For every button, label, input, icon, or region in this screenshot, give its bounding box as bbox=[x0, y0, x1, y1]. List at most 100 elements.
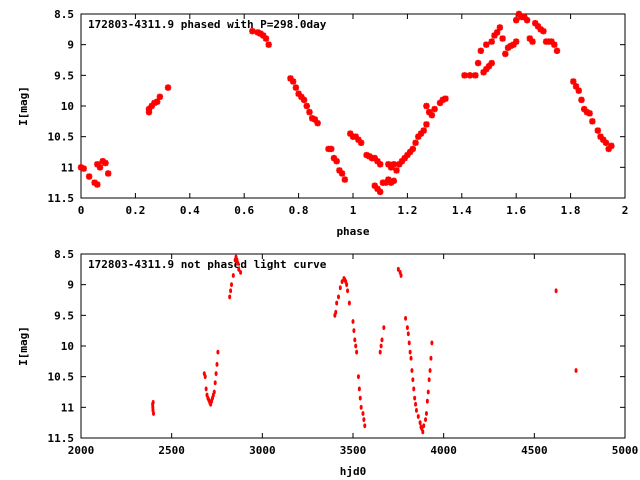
data-point bbox=[338, 170, 346, 177]
data-point bbox=[581, 105, 588, 113]
data-point bbox=[424, 417, 428, 422]
data-point bbox=[499, 35, 506, 42]
data-point bbox=[148, 102, 155, 110]
x-tick-label: 0.2 bbox=[125, 204, 145, 217]
data-point bbox=[502, 50, 509, 58]
y-tick-label: 10.5 bbox=[48, 371, 75, 384]
data-point bbox=[421, 429, 425, 435]
data-point bbox=[390, 161, 397, 168]
phased-light-curve-panel: 0 0.2 0.4 0.6 0.8 1 1.2 1.4 1.6 1.8 2 8.5 9 9.5 10 10.5… bbox=[17, 8, 628, 238]
data-point bbox=[399, 273, 403, 278]
data-point bbox=[354, 343, 358, 349]
x-tick-label: 0.4 bbox=[180, 204, 200, 217]
data-point bbox=[425, 398, 429, 404]
data-point bbox=[510, 41, 517, 48]
data-point bbox=[461, 72, 468, 79]
y-tick-label: 9.5 bbox=[54, 69, 74, 82]
data-point bbox=[361, 411, 365, 416]
data-point bbox=[608, 142, 615, 150]
data-point bbox=[347, 130, 354, 137]
data-point bbox=[382, 325, 386, 330]
data-point bbox=[551, 41, 558, 48]
data-point bbox=[96, 164, 104, 171]
data-point bbox=[249, 27, 256, 35]
x-tick-label: 1.4 bbox=[452, 204, 472, 217]
data-point bbox=[605, 145, 612, 153]
y-tick-label: 10 bbox=[61, 340, 74, 353]
data-point bbox=[213, 380, 217, 386]
data-point bbox=[485, 62, 493, 70]
data-point bbox=[298, 93, 305, 100]
data-point bbox=[229, 288, 233, 294]
data-point bbox=[303, 102, 310, 110]
y-tick-label: 9.5 bbox=[54, 309, 74, 322]
y-tick-label: 9 bbox=[67, 279, 74, 292]
data-point bbox=[345, 282, 349, 288]
x-tick-label: 2000 bbox=[68, 444, 95, 457]
data-point bbox=[513, 38, 520, 45]
data-point bbox=[230, 282, 234, 288]
x-tick-label: 1 bbox=[350, 204, 357, 217]
data-point bbox=[529, 38, 536, 45]
data-point bbox=[341, 176, 349, 183]
data-point bbox=[289, 78, 297, 85]
data-point bbox=[526, 35, 533, 42]
data-point bbox=[477, 47, 485, 54]
x-tick-label: 0.6 bbox=[234, 204, 254, 217]
data-point bbox=[428, 112, 436, 119]
data-point bbox=[351, 319, 355, 324]
data-point bbox=[488, 59, 495, 67]
plot-title: 172803-4311.9 not phased light curve bbox=[88, 258, 327, 271]
data-point bbox=[415, 133, 422, 140]
data-point bbox=[405, 325, 409, 330]
data-point bbox=[507, 42, 514, 50]
data-point bbox=[513, 16, 520, 24]
data-point bbox=[262, 35, 270, 42]
x-tick-label: 4000 bbox=[430, 444, 457, 457]
data-point bbox=[429, 355, 433, 361]
y-axis-title: I[mag] bbox=[17, 86, 30, 126]
data-point bbox=[311, 116, 319, 123]
x-tick-label: 3500 bbox=[340, 444, 367, 457]
data-point bbox=[102, 159, 109, 167]
data-point bbox=[265, 41, 272, 48]
data-point bbox=[574, 368, 578, 373]
data-point bbox=[420, 127, 427, 134]
data-point bbox=[423, 121, 430, 128]
data-point bbox=[340, 279, 344, 284]
data-point bbox=[355, 136, 362, 143]
data-point bbox=[409, 145, 417, 153]
data-point bbox=[532, 20, 539, 27]
data-point bbox=[554, 288, 558, 294]
data-point bbox=[416, 414, 420, 419]
data-point bbox=[328, 145, 335, 153]
x-tick-label: 4500 bbox=[521, 444, 548, 457]
data-point bbox=[295, 90, 302, 97]
data-point bbox=[396, 266, 400, 272]
x-tick-label: 2 bbox=[622, 204, 629, 217]
data-point bbox=[426, 389, 430, 395]
data-point bbox=[404, 151, 411, 159]
data-point bbox=[358, 395, 362, 401]
data-point bbox=[439, 96, 446, 104]
data-point bbox=[153, 98, 161, 105]
data-point bbox=[466, 72, 474, 79]
data-point bbox=[357, 386, 361, 392]
data-point bbox=[417, 130, 425, 137]
data-point bbox=[346, 288, 350, 294]
data-point bbox=[164, 84, 172, 91]
data-point bbox=[85, 173, 93, 180]
data-point bbox=[600, 136, 607, 143]
data-series bbox=[151, 254, 578, 435]
data-point bbox=[436, 99, 444, 107]
plot-title: 172803-4311.9 phased with P=298.0day bbox=[88, 18, 327, 31]
data-point bbox=[413, 395, 417, 401]
y-tick-label: 9 bbox=[67, 39, 74, 52]
data-point bbox=[77, 164, 85, 171]
data-point bbox=[203, 374, 207, 380]
data-point bbox=[597, 133, 604, 140]
data-point bbox=[382, 179, 389, 186]
data-point bbox=[314, 119, 321, 127]
data-point bbox=[572, 83, 580, 90]
data-point bbox=[336, 294, 340, 300]
